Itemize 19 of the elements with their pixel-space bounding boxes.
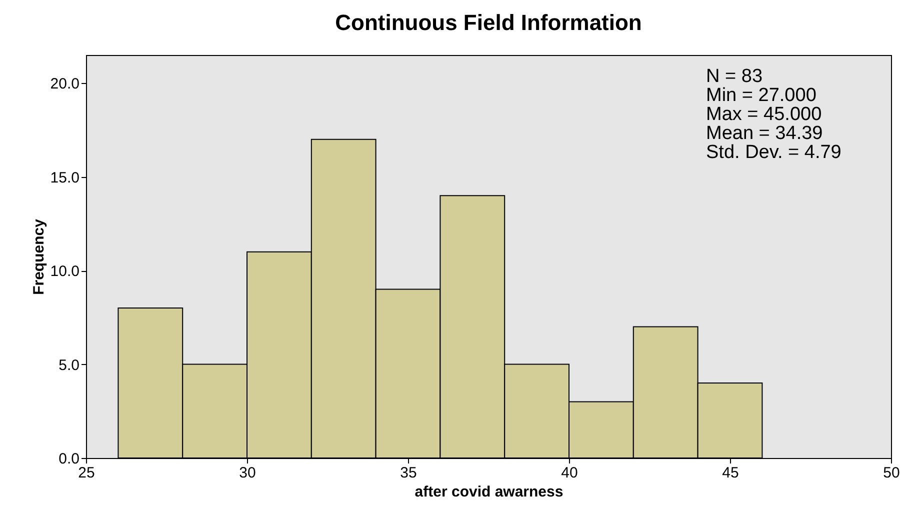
x-tick-label: 25: [78, 464, 95, 482]
y-axis-title: Frequency: [30, 218, 48, 295]
x-tick-label: 30: [239, 464, 256, 482]
x-tick-label: 50: [883, 464, 900, 482]
x-tick-label: 40: [561, 464, 578, 482]
y-tick-label: 10.0: [50, 263, 80, 280]
chart-title: Continuous Field Information: [335, 10, 642, 35]
x-tick-label: 45: [722, 464, 739, 482]
annotation: Max = 45.000: [706, 104, 822, 125]
y-tick-label: 15.0: [50, 169, 80, 186]
annotation: N = 83: [706, 66, 763, 87]
y-tick-label: 5.0: [58, 356, 80, 374]
y-tick-label: 0.0: [58, 450, 80, 468]
annotation: Mean = 34.39: [706, 123, 823, 144]
annotation: Min = 27.000: [706, 85, 816, 106]
y-tick-label: 20.0: [50, 76, 80, 93]
annotation: Std. Dev. = 4.79: [706, 142, 842, 163]
x-tick-label: 35: [400, 464, 417, 482]
x-axis-title: after covid awarness: [414, 484, 564, 500]
